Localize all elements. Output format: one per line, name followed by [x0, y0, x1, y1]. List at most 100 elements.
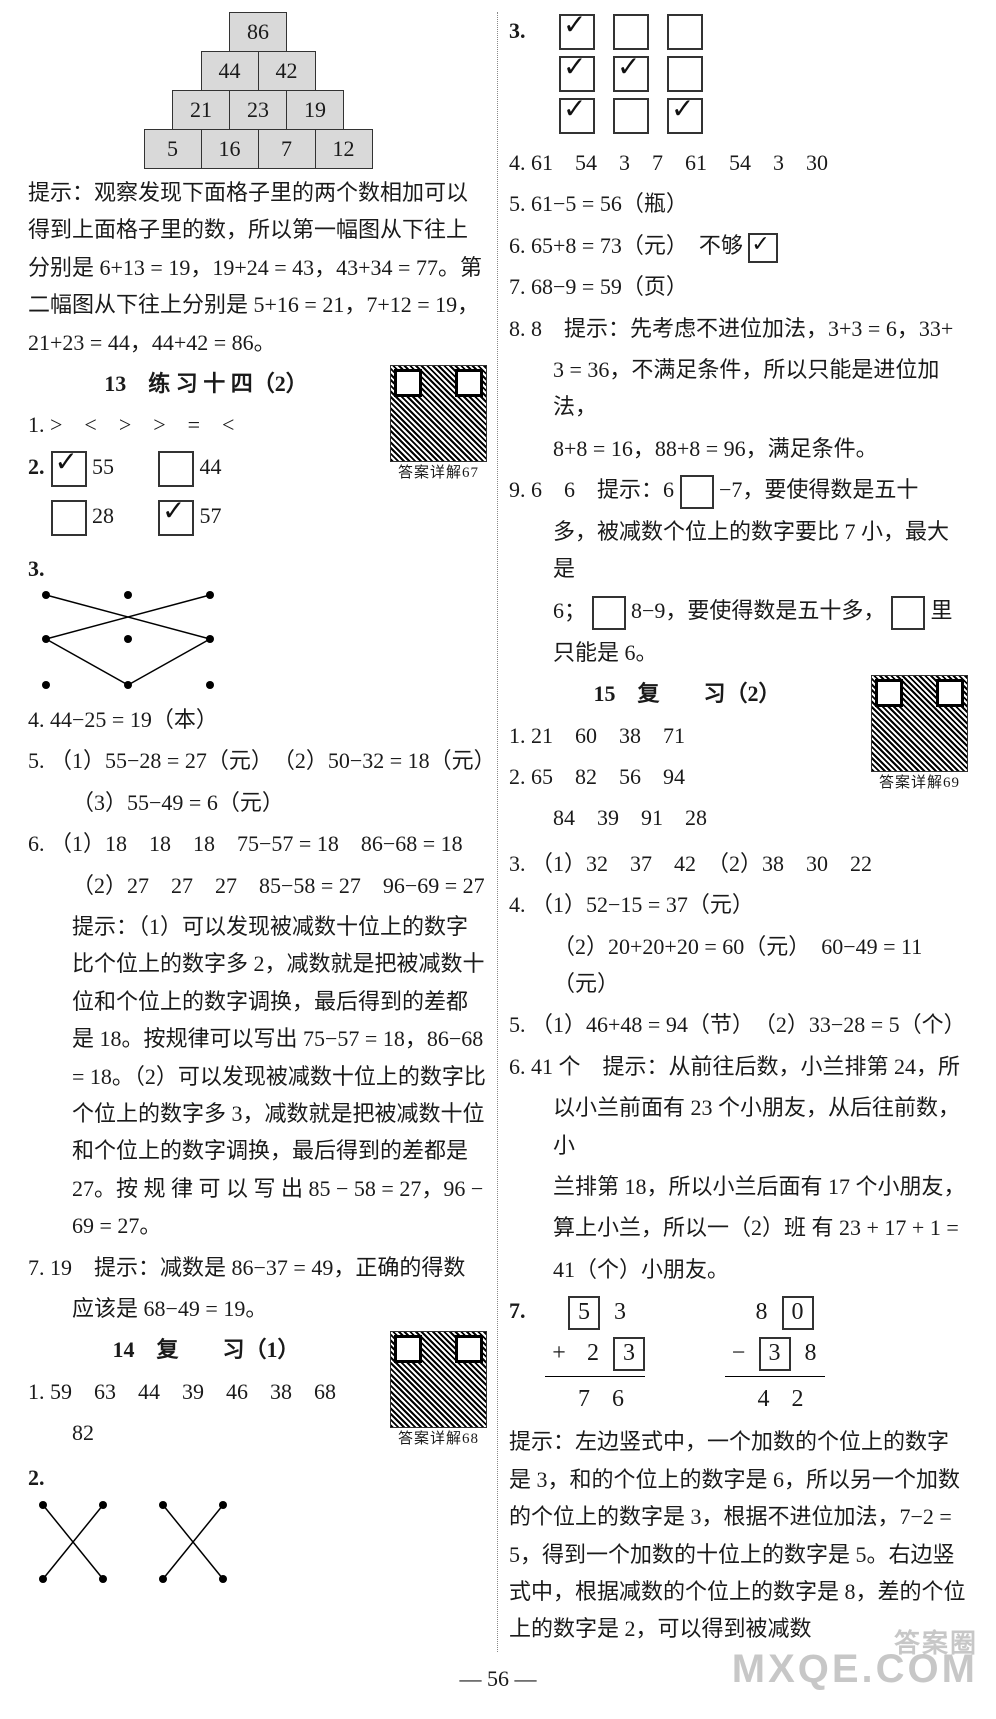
r6c: 兰排第 18，所以小兰后面有 17 个小朋友， [509, 1168, 968, 1205]
q5b: （3）55−49 = 6（元） [28, 784, 487, 821]
digit: 6 [604, 1379, 632, 1420]
text: 里 [930, 598, 952, 623]
right-column: 3. 4. 61 54 3 7 61 54 3 30 5. 61−5 = 56（… [499, 12, 978, 1652]
r-q7: 7. 68−9 = 59（页） [509, 268, 968, 305]
left-column: 864442212319516712 提示：观察发现下面格子里的两个数相加可以得… [18, 12, 497, 1652]
pyramid-cell: 12 [315, 129, 373, 169]
q3-grid: 3. [509, 12, 968, 140]
r-q6-text: 6. 65+8 = 73（元） 不够 [509, 233, 743, 258]
r-q9b: 多，被减数个位上的数字要比 7 小，最大是 [509, 513, 968, 588]
r6a: 6. 41 个 提示：从前往后数，小兰排第 24，所 [509, 1048, 968, 1085]
qr-caption: 答案详解67 [390, 464, 487, 482]
q5a: 5. （1）55−28 = 27（元） （2）50−32 = 18（元） [28, 742, 487, 779]
q6b: （2）27 27 27 85−58 = 27 96−69 = 27 [28, 867, 487, 904]
text: 6； [553, 598, 586, 623]
q7b: 应该是 68−49 = 19。 [28, 1290, 487, 1327]
blank-box [592, 596, 626, 630]
pyramid-cell: 16 [201, 129, 259, 169]
q4: 4. 44−25 = 19（本） [28, 701, 487, 738]
r4b: （2）20+20+20 = 60（元） 60−49 = 11（元） [509, 928, 968, 1003]
check-box [559, 56, 595, 92]
check-box [613, 14, 649, 50]
digit: 3 [606, 1292, 634, 1333]
q7a: 7. 19 提示：减数是 86−37 = 49，正确的得数 [28, 1249, 487, 1286]
r-q8b: 3 = 36，不满足条件，所以只能是进位加法， [509, 351, 968, 426]
text: 8−9，要使得数是五十多， [631, 598, 885, 623]
text: 9. 6 6 提示：6 [509, 477, 674, 502]
digit: 8 [748, 1292, 776, 1333]
q6a: 6. （1）18 18 18 75−57 = 18 86−68 = 18 [28, 825, 487, 862]
qr-block-3: 答案详解69 [871, 675, 968, 792]
check-box [667, 14, 703, 50]
r-q9a: 9. 6 6 提示：6 −7，要使得数是五十 [509, 471, 968, 509]
pyramid-cell: 21 [172, 90, 230, 130]
r6e: 41（个）小朋友。 [509, 1251, 968, 1288]
q3-label: 3. [28, 556, 45, 581]
qr-block-1: 答案详解67 [390, 365, 487, 482]
boxed-digit: 3 [759, 1337, 791, 1371]
r5: 5. （1）46+48 = 94（节） （2）33−28 = 5（个） [509, 1006, 968, 1043]
qr-icon [390, 1331, 487, 1428]
vertical-arith-right: 8 0− 3 8 4 2 [725, 1292, 825, 1419]
q3-label: 3. [509, 18, 526, 43]
r-q9d: 只能是 6。 [509, 634, 968, 671]
blank-box [891, 596, 925, 630]
r3: 3. （1）32 37 42 （2）38 30 22 [509, 845, 968, 882]
text: −7，要使得数是五十 [719, 477, 918, 502]
check-box [158, 500, 194, 536]
q14-2-label: 2. [28, 1465, 45, 1490]
qr-caption: 答案详解69 [871, 774, 968, 792]
qr-icon [871, 675, 968, 772]
q2-label: 2. [28, 454, 45, 479]
blank-box [680, 475, 714, 509]
r-q8c: 8+8 = 16，88+8 = 96，满足条件。 [509, 430, 968, 467]
r6b: 以小兰前面有 23 个小朋友，从后往前数，小 [509, 1089, 968, 1164]
r-q6: 6. 65+8 = 73（元） 不够 [509, 227, 968, 264]
pyramid-cell: 42 [258, 51, 316, 91]
qr-caption: 答案详解68 [390, 1430, 487, 1448]
qr-icon [390, 365, 487, 462]
r2b: 84 39 91 28 [509, 799, 968, 836]
boxed-digit: 3 [613, 1337, 645, 1371]
q14-2-lines-diagram [28, 1497, 248, 1592]
hint-text: 提示：观察发现下面格子里的两个数相加可以得到上面格子里的数，所以第一幅图从下往上… [28, 174, 487, 361]
r6d: 算上小兰，所以一（2）班 有 23 + 17 + 1 = [509, 1209, 968, 1246]
check-box [51, 500, 87, 536]
r-q8a: 8. 8 提示：先考虑不进位加法，3+3 = 6，33+ [509, 310, 968, 347]
vertical-arith-left: 5 3+ 2 3 7 6 [545, 1292, 645, 1419]
boxed-digit: 5 [568, 1296, 600, 1330]
check-box [158, 451, 194, 487]
pyramid-cell: 7 [258, 129, 316, 169]
pyramid-cell: 19 [286, 90, 344, 130]
r-hint: 提示：左边竖式中，一个加数的个位上的数字是 3，和的个位上的数字是 6，所以另一… [509, 1423, 968, 1647]
r-q4: 4. 61 54 3 7 61 54 3 30 [509, 144, 968, 181]
check-box [559, 98, 595, 134]
r7-label: 7. [509, 1298, 526, 1323]
pyramid-cell: 86 [229, 12, 287, 52]
pyramid-cell: 44 [201, 51, 259, 91]
q2-value: 28 [87, 503, 159, 528]
digit: 7 [570, 1379, 598, 1420]
q2-value: 55 [87, 454, 159, 479]
qr-block-2: 答案详解68 [390, 1331, 487, 1448]
digit: 2 [784, 1379, 812, 1420]
page-number: — 56 — [18, 1660, 978, 1697]
check-box [559, 14, 595, 50]
r-q9c: 6； 8−9，要使得数是五十多， 里 [509, 592, 968, 630]
q3-lines-diagram [28, 587, 228, 697]
digit: 8 [797, 1333, 825, 1374]
q6-hint: 提示：（1）可以发现被减数十位上的数字比个位上的数字多 2，减数就是把被减数十位… [28, 908, 487, 1245]
pyramid-cell: 23 [229, 90, 287, 130]
digit: 4 [750, 1379, 778, 1420]
q2-value: 57 [194, 503, 266, 528]
digit: 2 [579, 1333, 607, 1374]
boxed-digit: 0 [782, 1296, 814, 1330]
pyramid-diagram: 864442212319516712 [28, 12, 487, 168]
r7-arith: 7. 5 3+ 2 3 7 6 8 0− 3 8 4 2 [509, 1292, 968, 1419]
check-icon [748, 233, 778, 263]
check-box [613, 98, 649, 134]
q2-value: 44 [194, 454, 266, 479]
check-box [667, 56, 703, 92]
check-box [613, 56, 649, 92]
check-box [51, 451, 87, 487]
